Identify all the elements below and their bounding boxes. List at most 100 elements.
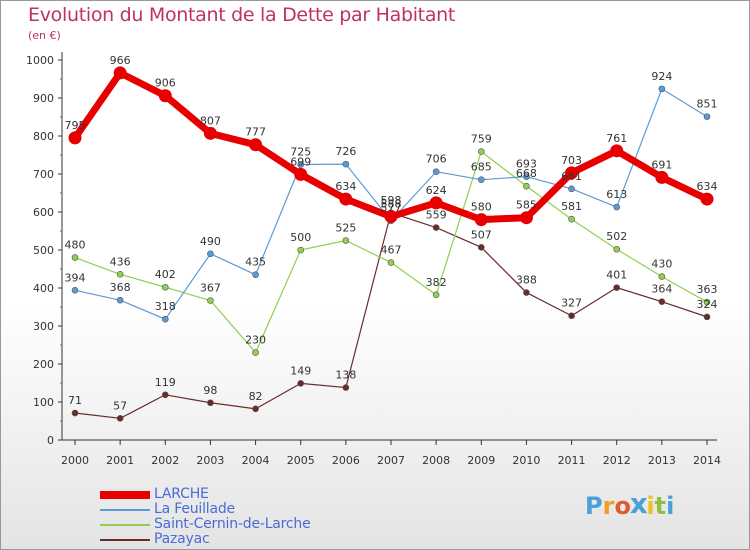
- y-tick-label: 100: [33, 396, 54, 409]
- data-label: 435: [245, 256, 266, 269]
- data-label: 367: [200, 282, 221, 295]
- data-point: [116, 296, 124, 304]
- data-label: 668: [516, 167, 537, 180]
- data-label: 580: [471, 201, 492, 214]
- y-tick-label: 900: [33, 92, 54, 105]
- data-point: [68, 131, 82, 145]
- data-point: [703, 313, 711, 321]
- data-label: 685: [471, 161, 492, 174]
- legend-swatch: [100, 491, 150, 499]
- data-point: [477, 244, 485, 251]
- data-label: 318: [155, 300, 176, 313]
- data-label: 851: [697, 98, 718, 111]
- data-label: 480: [65, 239, 86, 252]
- x-tick-label: 2008: [422, 454, 450, 467]
- data-label: 725: [290, 146, 311, 159]
- data-label: 634: [335, 180, 356, 193]
- data-label: 693: [516, 158, 537, 171]
- data-point: [658, 298, 666, 305]
- data-label: 807: [200, 114, 221, 127]
- data-label: 525: [335, 222, 356, 235]
- data-label: 402: [155, 268, 176, 281]
- y-tick-label: 400: [33, 282, 54, 295]
- x-tick-label: 2003: [196, 454, 224, 467]
- y-tick-label: 300: [33, 320, 54, 333]
- data-label: 388: [516, 274, 537, 287]
- data-label: 82: [249, 390, 263, 403]
- data-point: [252, 271, 259, 279]
- data-point: [477, 176, 485, 183]
- x-tick-label: 2007: [377, 454, 405, 467]
- x-tick-label: 2001: [106, 454, 134, 467]
- data-point: [523, 289, 530, 296]
- data-point: [432, 168, 440, 176]
- data-point: [113, 66, 127, 80]
- x-tick-label: 2009: [467, 454, 495, 467]
- data-point: [568, 215, 575, 223]
- data-label: 559: [426, 209, 447, 222]
- data-label: 691: [651, 158, 672, 171]
- x-tick-label: 2012: [603, 454, 631, 467]
- data-label: 382: [426, 276, 447, 289]
- x-tick-label: 2006: [332, 454, 360, 467]
- data-label: 577: [381, 202, 402, 215]
- data-point: [565, 166, 579, 180]
- data-label: 363: [697, 283, 718, 296]
- data-point: [71, 286, 79, 294]
- data-point: [703, 113, 711, 120]
- data-label: 585: [516, 199, 537, 212]
- legend-label: La Feuillade: [154, 501, 235, 517]
- data-point: [474, 213, 488, 227]
- data-point: [297, 161, 305, 168]
- y-tick-label: 200: [33, 358, 54, 371]
- x-tick-label: 2000: [61, 454, 89, 467]
- data-point: [658, 85, 666, 93]
- data-point: [161, 391, 169, 399]
- data-label: 324: [697, 298, 718, 311]
- data-label: 906: [155, 77, 176, 90]
- data-point: [116, 271, 124, 278]
- data-label: 327: [561, 297, 582, 310]
- data-point: [342, 237, 350, 244]
- y-tick-label: 600: [33, 206, 54, 219]
- data-label: 795: [65, 119, 86, 132]
- data-point: [613, 245, 621, 253]
- x-tick-label: 2002: [151, 454, 179, 467]
- chart-unit-label: (en €): [28, 29, 61, 42]
- data-point: [342, 384, 350, 391]
- data-label: 634: [697, 180, 718, 193]
- data-point: [252, 405, 259, 413]
- chart-title: Evolution du Montant de la Dette par Hab…: [28, 4, 456, 26]
- y-tick-label: 0: [47, 434, 54, 447]
- data-point: [387, 259, 395, 266]
- data-label: 500: [290, 231, 311, 244]
- data-label: 430: [651, 258, 672, 271]
- data-point: [249, 138, 263, 152]
- data-point: [613, 203, 621, 211]
- data-label: 71: [68, 394, 82, 407]
- y-tick-label: 700: [33, 168, 54, 181]
- data-label: 706: [426, 153, 447, 166]
- data-point: [523, 182, 530, 190]
- y-tick-label: 500: [33, 244, 54, 257]
- data-point: [432, 291, 440, 299]
- data-label: 613: [606, 188, 627, 201]
- data-point: [342, 160, 350, 168]
- data-point: [203, 126, 217, 140]
- x-tick-label: 2004: [242, 454, 270, 467]
- data-point: [384, 210, 398, 224]
- data-point: [71, 254, 79, 261]
- data-point: [339, 192, 353, 206]
- data-point: [158, 89, 172, 103]
- data-point: [297, 380, 305, 387]
- data-label: 699: [290, 155, 311, 168]
- data-point: [703, 298, 711, 306]
- data-point: [297, 246, 305, 254]
- data-point: [252, 349, 259, 356]
- data-point: [655, 170, 669, 184]
- data-label: 726: [335, 145, 356, 158]
- data-label: 598: [381, 194, 402, 207]
- data-point: [432, 224, 440, 231]
- data-label: 401: [606, 269, 627, 282]
